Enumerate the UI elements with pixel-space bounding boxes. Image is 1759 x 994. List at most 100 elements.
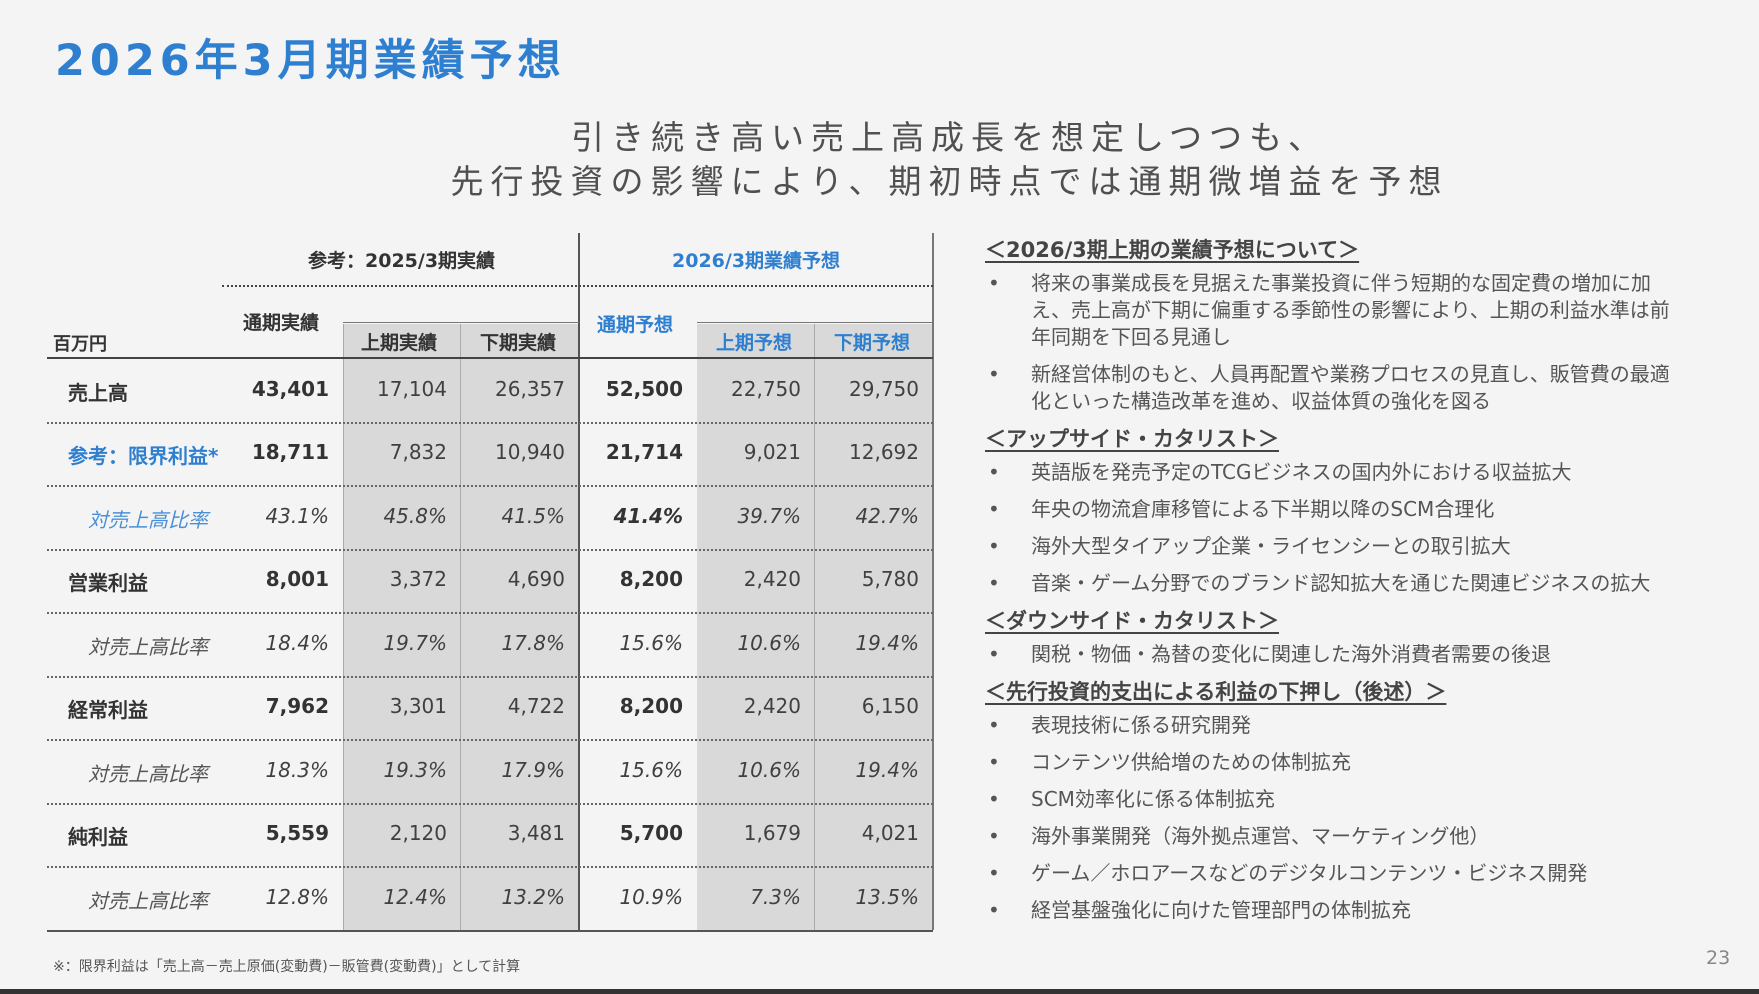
row-separator	[47, 612, 933, 614]
page-title: 2026年3月期業績予想	[55, 36, 566, 86]
row-label: 営業利益	[68, 571, 148, 596]
row-label: 参考：限界利益*	[68, 444, 219, 469]
table-cell: 1,679	[743, 821, 801, 846]
section-heading: ＜ダウンサイド・カタリスト＞	[985, 609, 1279, 633]
table-cell: 21,714	[605, 440, 683, 465]
table-cell: 10,940	[495, 440, 565, 465]
column-header: 下期実績	[480, 332, 557, 354]
bullet-item: 音楽・ゲーム分野でのブランド認知拡大を通じた関連ビジネスの拡大	[985, 570, 1685, 597]
row-separator	[47, 866, 933, 868]
table-cell: 4,690	[507, 567, 565, 592]
forecast-table: 参考：2025/3期実績 2026/3期業績予想 通期実績 上期実績 下期実績 通期予想上…	[47, 233, 934, 932]
bullet-item: 関税・物価・為替の変化に関連した海外消費者需要の後退	[985, 641, 1685, 668]
table-cell: 12,692	[849, 440, 919, 465]
bullet-item: コンテンツ供給増のための体制拡充	[985, 749, 1685, 776]
table-cell: 19.3%	[383, 757, 447, 782]
table-cell: 7,832	[389, 440, 447, 465]
table-cell: 29,750	[849, 376, 919, 401]
table-cell: 12.8%	[265, 884, 329, 909]
table-cell: 9,021	[743, 440, 801, 465]
table-cell: 18,711	[251, 440, 329, 465]
row-label: 対売上高比率	[88, 888, 208, 913]
column-header: 上期予想	[716, 332, 793, 354]
row-separator	[47, 485, 933, 487]
table-cell: 8,200	[619, 567, 683, 592]
table-cell: 18.3%	[265, 757, 329, 782]
table-cell: 15.6%	[619, 630, 683, 655]
table-cell: 19.4%	[855, 630, 919, 655]
table-cell: 3,481	[507, 821, 565, 846]
column-header: 上期実績	[361, 332, 438, 354]
table-cell: 39.7%	[737, 503, 801, 528]
table-cell: 4,722	[507, 694, 565, 719]
commentary-panel: ＜2026/3期上期の業績予想について＞ 将来の事業成長を見据えた事業投資に伴う短…	[985, 236, 1685, 934]
table-cell: 13.2%	[501, 884, 565, 909]
table-cell: 8,200	[619, 694, 683, 719]
vline-half-divider	[814, 324, 815, 930]
row-label: 売上高	[68, 380, 128, 405]
vline-table-right	[932, 233, 934, 930]
row-separator	[47, 548, 933, 551]
table-cell: 43.1%	[265, 503, 329, 528]
vline-half-divider	[460, 324, 461, 930]
subtitle-line-1: 引き続き高い売上高成長を想定しつつも、	[570, 118, 1329, 157]
table-cell: 45.8%	[383, 503, 447, 528]
column-header: 下期予想	[834, 332, 911, 354]
unit-label: 百万円	[53, 334, 107, 355]
table-cell: 15.6%	[619, 757, 683, 782]
bullet-item: SCM効率化に係る体制拡充	[985, 786, 1685, 813]
table-cell: 19.4%	[855, 757, 919, 782]
row-separator	[47, 675, 933, 678]
row-label: 対売上高比率	[88, 507, 208, 532]
column-header: 通期予想	[597, 314, 674, 336]
table-cell: 10.6%	[737, 630, 801, 655]
table-cell: 17,104	[377, 376, 447, 401]
shade-forecast-halves	[697, 324, 933, 930]
table-bottom-line	[47, 929, 933, 932]
table-cell: 22,750	[731, 376, 801, 401]
table-cell: 2,420	[743, 567, 801, 592]
table-cell: 8,001	[265, 567, 329, 592]
table-cell: 41.5%	[501, 503, 565, 528]
shade-ref-halves	[343, 324, 579, 930]
subtitle: 引き続き高い売上高成長を想定しつつも、 先行投資の影響により、期初時点では通期微…	[0, 116, 1759, 204]
table-cell: 26,357	[495, 376, 565, 401]
section-heading: ＜2026/3期上期の業績予想について＞	[985, 238, 1360, 262]
table-cell: 6,150	[861, 694, 919, 719]
table-cell: 7.3%	[750, 884, 801, 909]
bullet-item: 英語版を発売予定のTCGビジネスの国内外における収益拡大	[985, 459, 1685, 486]
row-label: 純利益	[68, 825, 128, 850]
table-cell: 5,700	[619, 821, 683, 846]
table-cell: 13.5%	[855, 884, 919, 909]
bullet-item: 経営基盤強化に向けた管理部門の体制拡充	[985, 897, 1685, 924]
table-cell: 7,962	[265, 694, 329, 719]
table-cell: 5,780	[861, 567, 919, 592]
table-cell: 18.4%	[265, 630, 329, 655]
row-label: 経常利益	[68, 698, 148, 723]
table-cell: 2,420	[743, 694, 801, 719]
bullet-item: 将来の事業成長を見据えた事業投資に伴う短期的な固定費の増加に加え、売上高が下期に…	[985, 270, 1685, 351]
section-heading: ＜アップサイド・カタリスト＞	[985, 427, 1279, 451]
table-cell: 43,401	[251, 376, 329, 401]
header-ref-group: 参考：2025/3期実績	[308, 250, 496, 272]
table-cell: 12.4%	[383, 884, 447, 909]
header-sub-line	[343, 322, 579, 323]
header-forecast-group: 2026/3期業績予想	[672, 250, 841, 272]
table-cell: 3,372	[389, 567, 447, 592]
row-separator	[47, 739, 933, 741]
vline-label-edge	[343, 324, 344, 930]
vline-group-divider	[578, 233, 580, 930]
table-cell: 3,301	[389, 694, 447, 719]
row-label: 対売上高比率	[88, 634, 208, 659]
bottom-bar	[0, 989, 1759, 994]
table-cell: 10.9%	[619, 884, 683, 909]
table-cell: 42.7%	[855, 503, 919, 528]
table-cell: 10.6%	[737, 757, 801, 782]
table-cell: 52,500	[605, 376, 683, 401]
bullet-item: 新経営体制のもと、人員再配置や業務プロセスの見直し、販管費の最適化といった構造改…	[985, 361, 1685, 415]
header-sub-line	[697, 322, 933, 323]
bullet-item: 海外事業開発（海外拠点運営、マーケティング他）	[985, 823, 1685, 850]
table-cell: 41.4%	[613, 503, 683, 528]
table-cell: 17.8%	[501, 630, 565, 655]
section-heading: ＜先行投資的支出による利益の下押し（後述）＞	[985, 680, 1447, 704]
